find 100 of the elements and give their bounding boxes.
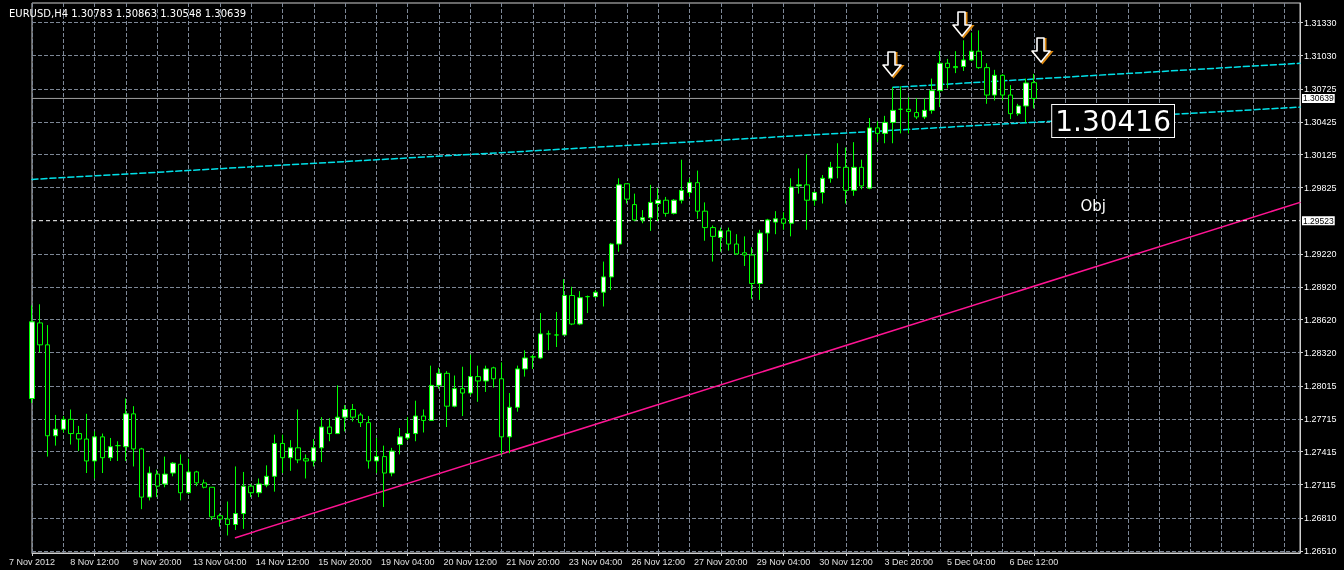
candlestick [554, 311, 559, 348]
candlestick [718, 227, 723, 253]
candlestick [264, 464, 269, 488]
candlestick [280, 434, 285, 474]
candlestick [178, 453, 183, 501]
candlestick [499, 361, 504, 455]
candlestick [436, 367, 442, 390]
candlestick [585, 295, 590, 314]
y-tick-label: 1.30425 [1304, 116, 1337, 127]
candlestick [742, 235, 747, 267]
candlestick [773, 210, 778, 235]
candlestick [609, 242, 614, 291]
candlestick [577, 290, 583, 326]
candlestick [695, 170, 700, 220]
candlestick [522, 349, 528, 378]
y-tick-label: 1.30125 [1304, 149, 1337, 160]
candlestick [358, 412, 363, 428]
candlestick [209, 486, 215, 521]
candlestick [53, 414, 58, 447]
candlestick [640, 209, 645, 224]
y-tick-label: 1.27715 [1304, 413, 1337, 424]
candlestick [272, 434, 277, 493]
candlestick [37, 303, 43, 353]
candlestick [929, 78, 935, 115]
x-tick-label: 19 Nov 04:00 [380, 556, 435, 567]
candlestick [820, 174, 825, 204]
candlestick [61, 415, 66, 433]
y-tick-label: 1.31330 [1304, 17, 1337, 28]
candlestick [217, 513, 223, 528]
y-tick-label: 1.30725 [1304, 84, 1337, 95]
candlestick [389, 447, 395, 477]
chart-title: EURUSD,H4 1.30783 1.30863 1.30548 1.30639 [9, 7, 247, 19]
y-tick-label: 1.26810 [1304, 512, 1337, 523]
x-tick-label: 26 Nov 12:00 [631, 556, 685, 567]
candlestick [663, 196, 669, 218]
candlestick [757, 229, 763, 301]
candlestick [429, 365, 434, 421]
candlestick [335, 384, 340, 435]
candlestick [76, 425, 82, 452]
candlestick [601, 261, 606, 307]
candlestick [241, 471, 246, 530]
candlestick [976, 29, 982, 70]
candlestick [327, 417, 332, 442]
candlestick [115, 440, 121, 462]
ref-line-label: 1.30639 [1303, 93, 1334, 104]
candlestick [671, 198, 677, 215]
candlestick [186, 458, 191, 495]
candlestick [147, 465, 152, 501]
x-tick-label: 6 Dec 12:00 [1009, 556, 1059, 567]
candlestick [569, 286, 575, 326]
candlestick [882, 115, 888, 144]
x-tick-label: 27 Nov 20:00 [694, 556, 748, 567]
candlestick [202, 479, 207, 489]
candlestick [45, 324, 50, 458]
candlestick [734, 233, 739, 256]
y-tick-label: 1.27115 [1304, 479, 1336, 490]
candlestick [311, 438, 316, 467]
y-tick-label: 1.29220 [1304, 248, 1337, 259]
x-tick-label: 3 Dec 20:00 [884, 556, 933, 567]
candlestick [836, 142, 841, 179]
candlestick [851, 141, 857, 197]
x-tick-label: 21 Nov 20:00 [506, 556, 560, 567]
candlestick [405, 416, 410, 441]
candlestick [303, 453, 309, 479]
candlestick [139, 447, 144, 510]
candlestick [898, 85, 903, 134]
candlestick [749, 246, 755, 300]
candlestick [468, 354, 473, 396]
candlestick [953, 50, 958, 74]
candlestick [131, 405, 136, 467]
candlestick [225, 501, 230, 536]
x-tick-label: 8 Nov 12:00 [70, 556, 119, 567]
candlestick [100, 433, 105, 474]
candlestick [350, 403, 356, 423]
y-tick-label: 1.29825 [1304, 182, 1337, 193]
candlestick [961, 39, 966, 72]
x-tick-label: 7 Nov 2012 [8, 556, 56, 567]
candlestick [969, 32, 974, 62]
y-tick-label: 1.31030 [1304, 50, 1337, 61]
x-tick-label: 23 Nov 04:00 [568, 556, 623, 567]
candlestick [828, 161, 833, 184]
y-tick-label: 1.28320 [1304, 347, 1337, 358]
candlestick [859, 159, 864, 190]
x-tick-label: 14 Nov 12:00 [255, 556, 310, 567]
y-tick-label: 1.27415 [1304, 446, 1337, 457]
x-tick-label: 5 Dec 04:00 [946, 556, 996, 567]
candlestick [624, 183, 630, 204]
candlestick [507, 392, 512, 454]
candlestick [1008, 84, 1013, 120]
annotation: 1.30416 [1055, 104, 1172, 138]
candlestick [452, 375, 457, 408]
candlestick [945, 58, 950, 89]
candlestick [421, 408, 426, 433]
x-tick-label: 15 Nov 20:00 [318, 556, 372, 567]
candlestick [366, 415, 371, 470]
candlestick [108, 437, 113, 462]
candlestick [319, 416, 324, 463]
x-tick-label: 29 Nov 04:00 [756, 556, 811, 567]
candlestick [256, 478, 262, 498]
candlestick [867, 117, 872, 190]
